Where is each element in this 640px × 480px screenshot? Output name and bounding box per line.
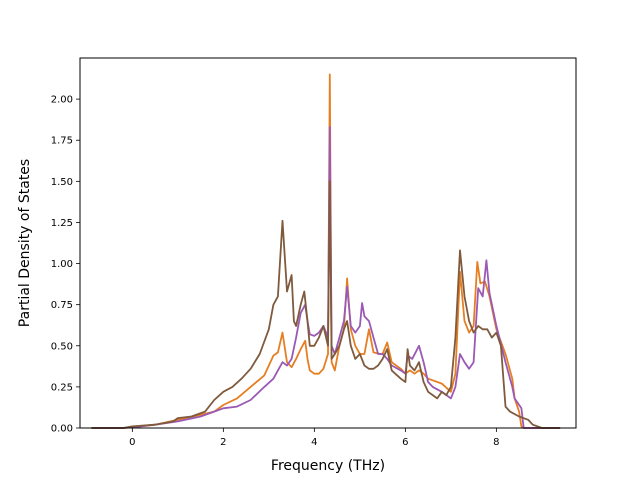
x-ticks: 0 2 4 6 8 bbox=[129, 428, 500, 448]
y-tick-label: 2.00 bbox=[51, 95, 73, 106]
x-tick-label: 2 bbox=[220, 437, 226, 448]
x-tick-label: 0 bbox=[129, 437, 135, 448]
y-tick-label: 0.25 bbox=[51, 382, 73, 393]
y-axis-label: Partial Density of States bbox=[17, 159, 33, 327]
y-tick-label: 1.25 bbox=[51, 218, 73, 229]
y-tick-label: 1.50 bbox=[51, 177, 73, 188]
series-layer bbox=[91, 73, 561, 429]
y-tick-label: 1.00 bbox=[51, 259, 73, 270]
y-tick-label: 0.75 bbox=[51, 300, 73, 311]
series-line-1 bbox=[91, 73, 561, 429]
y-tick-label: 0.00 bbox=[51, 424, 73, 435]
y-tick-label: 0.50 bbox=[51, 341, 73, 352]
x-tick-label: 8 bbox=[493, 437, 499, 448]
x-axis-label: Frequency (THz) bbox=[271, 458, 385, 474]
series-line-2 bbox=[91, 126, 561, 429]
x-tick-label: 6 bbox=[402, 437, 408, 448]
y-ticks: 0.00 0.25 0.50 0.75 1.00 1.25 1.50 1.75 2.00 bbox=[51, 95, 80, 435]
x-tick-label: 4 bbox=[311, 437, 317, 448]
plot-frame bbox=[79, 57, 577, 429]
series-line-3 bbox=[91, 180, 561, 429]
y-tick-label: 1.75 bbox=[51, 136, 73, 147]
